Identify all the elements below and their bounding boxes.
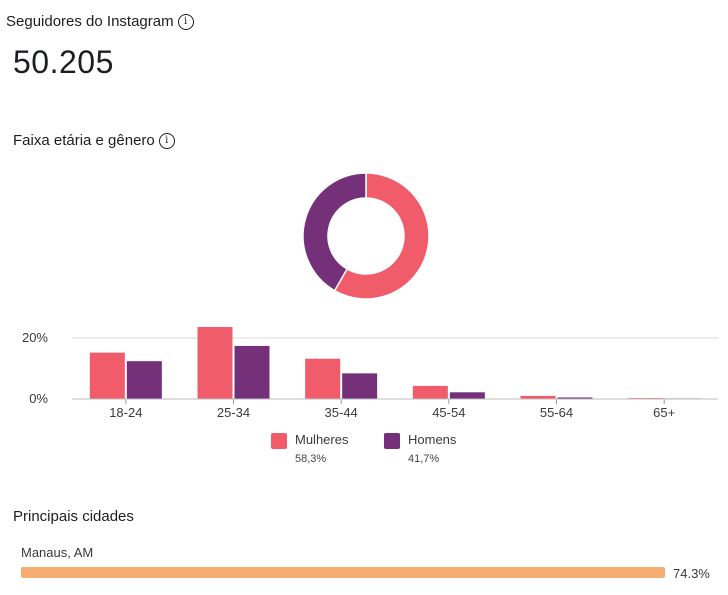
legend-swatch-men xyxy=(384,432,400,449)
donut-slice-men[interactable] xyxy=(302,172,367,292)
bar-women-18-24[interactable] xyxy=(89,352,125,399)
city-pct: 74.3% xyxy=(673,566,710,581)
age-gender-title: Faixa etária e gênero xyxy=(13,132,155,149)
followers-header: Seguidores do Instagram i xyxy=(6,13,194,31)
bar-women-35-44[interactable] xyxy=(305,358,341,399)
legend-label-women: Mulheres xyxy=(295,432,349,447)
legend-pct-men: 41,7% xyxy=(408,452,440,465)
gender-donut-chart xyxy=(302,172,430,300)
legend-swatch-women xyxy=(271,432,287,449)
x-tick-label: 45-54 xyxy=(432,405,465,420)
x-tick-label: 35-44 xyxy=(325,405,358,420)
bar-men-55-64[interactable] xyxy=(557,397,593,399)
bar-men-45-54[interactable] xyxy=(449,392,485,399)
city-name: Manaus, AM xyxy=(21,545,94,560)
bar-women-25-34[interactable] xyxy=(197,327,233,399)
x-tick-label: 18-24 xyxy=(109,405,142,420)
bar-men-25-34[interactable] xyxy=(234,345,270,399)
legend-item-men[interactable]: Homens 41,7% xyxy=(384,432,456,465)
x-tick-label: 65+ xyxy=(653,405,675,420)
bar-men-18-24[interactable] xyxy=(126,361,162,399)
bar-women-45-54[interactable] xyxy=(412,385,448,399)
y-tick-label: 20% xyxy=(22,330,48,345)
x-tick-label: 25-34 xyxy=(217,405,250,420)
legend-pct-women: 58,3% xyxy=(295,452,327,465)
city-bar-fill xyxy=(21,567,665,578)
city-bar-track xyxy=(21,567,665,578)
age-gender-header: Faixa etária e gênero i xyxy=(13,132,175,150)
y-tick-label: 0% xyxy=(29,391,48,406)
bar-men-35-44[interactable] xyxy=(342,373,378,399)
followers-count: 50.205 xyxy=(13,44,114,80)
info-icon[interactable]: i xyxy=(158,133,175,150)
legend-item-women[interactable]: Mulheres 58,3% xyxy=(271,432,348,465)
x-tick-label: 55-64 xyxy=(540,405,573,420)
info-icon[interactable]: i xyxy=(177,14,194,31)
legend-label-men: Homens xyxy=(408,432,457,447)
bar-women-55-64[interactable] xyxy=(520,395,556,399)
followers-title: Seguidores do Instagram xyxy=(6,13,174,30)
age-gender-bar-chart: 0% 20% 18-24 25-34 35-44 45-54 55-64 65+ xyxy=(22,327,718,420)
donut-slice-women[interactable] xyxy=(333,172,430,300)
cities-header: Principais cidades xyxy=(13,508,134,525)
